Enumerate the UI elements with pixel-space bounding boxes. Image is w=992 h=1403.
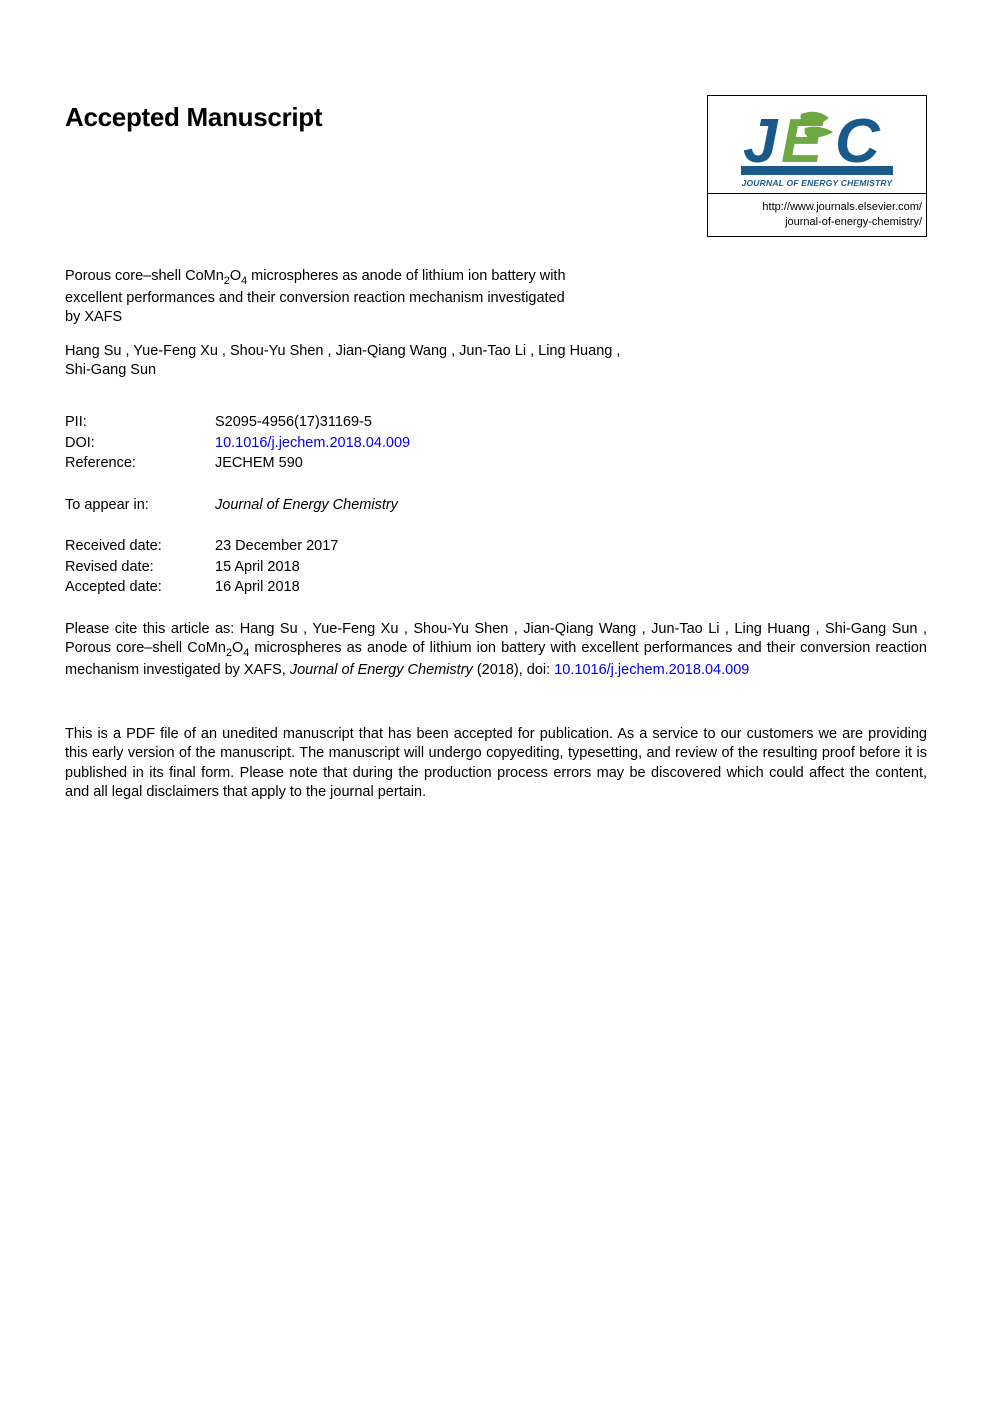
meta-row-appear: To appear in: Journal of Energy Chemistr…	[65, 496, 927, 516]
citation-journal: Journal of Energy Chemistry	[290, 662, 473, 678]
doi-link[interactable]: 10.1016/j.jechem.2018.04.009	[215, 434, 927, 454]
meta-row-pii: PII: S2095-4956(17)31169-5	[65, 413, 927, 433]
journal-url-box: http://www.journals.elsevier.com/ journa…	[708, 193, 926, 236]
svg-text:J: J	[743, 107, 779, 176]
meta-row-reference: Reference: JECHEM 590	[65, 454, 927, 474]
disclaimer-text: This is a PDF file of an unedited manusc…	[65, 725, 927, 803]
accepted-value: 16 April 2018	[215, 578, 927, 598]
authors-list: Hang Su , Yue-Feng Xu , Shou-Yu Shen , J…	[65, 342, 625, 381]
meta-block-3: Received date: 23 December 2017 Revised …	[65, 537, 927, 598]
meta-row-accepted: Accepted date: 16 April 2018	[65, 578, 927, 598]
meta-row-doi: DOI: 10.1016/j.jechem.2018.04.009	[65, 434, 927, 454]
revised-value: 15 April 2018	[215, 558, 927, 578]
journal-name-label: JOURNAL OF ENERGY CHEMISTRY	[742, 178, 893, 189]
meta-block-2: To appear in: Journal of Energy Chemistr…	[65, 496, 927, 516]
received-value: 23 December 2017	[215, 537, 927, 557]
meta-row-received: Received date: 23 December 2017	[65, 537, 927, 557]
title-mid: O	[230, 268, 241, 284]
journal-logo-area: J E C JOURNAL OF ENERGY CHEMISTRY	[708, 96, 926, 193]
journal-cover-box: J E C JOURNAL OF ENERGY CHEMISTRY http:/…	[707, 95, 927, 237]
title-pre: Porous core–shell CoMn	[65, 268, 224, 284]
svg-text:C: C	[835, 107, 881, 176]
received-label: Received date:	[65, 537, 215, 557]
doi-label: DOI:	[65, 434, 215, 454]
appear-value: Journal of Energy Chemistry	[215, 496, 927, 516]
journal-url-line1: http://www.journals.elsevier.com/	[712, 200, 922, 215]
accepted-label: Accepted date:	[65, 578, 215, 598]
page-heading: Accepted Manuscript	[65, 100, 322, 135]
reference-value: JECHEM 590	[215, 454, 927, 474]
journal-url-line2: journal-of-energy-chemistry/	[712, 215, 922, 230]
meta-block-1: PII: S2095-4956(17)31169-5 DOI: 10.1016/…	[65, 413, 927, 474]
pii-value: S2095-4956(17)31169-5	[215, 413, 927, 433]
header-row: Accepted Manuscript J E C JOURNAL OF ENE…	[65, 95, 927, 237]
reference-label: Reference:	[65, 454, 215, 474]
pii-label: PII:	[65, 413, 215, 433]
citation-year: (2018), doi:	[473, 662, 554, 678]
article-title: Porous core–shell CoMn2O4 microspheres a…	[65, 267, 575, 328]
citation-block: Please cite this article as: Hang Su , Y…	[65, 620, 927, 681]
appear-label: To appear in:	[65, 496, 215, 516]
journal-logo-icon: J E C	[737, 104, 897, 176]
revised-label: Revised date:	[65, 558, 215, 578]
citation-doi-link[interactable]: 10.1016/j.jechem.2018.04.009	[554, 662, 749, 678]
citation-mid: O	[232, 640, 243, 656]
meta-row-revised: Revised date: 15 April 2018	[65, 558, 927, 578]
